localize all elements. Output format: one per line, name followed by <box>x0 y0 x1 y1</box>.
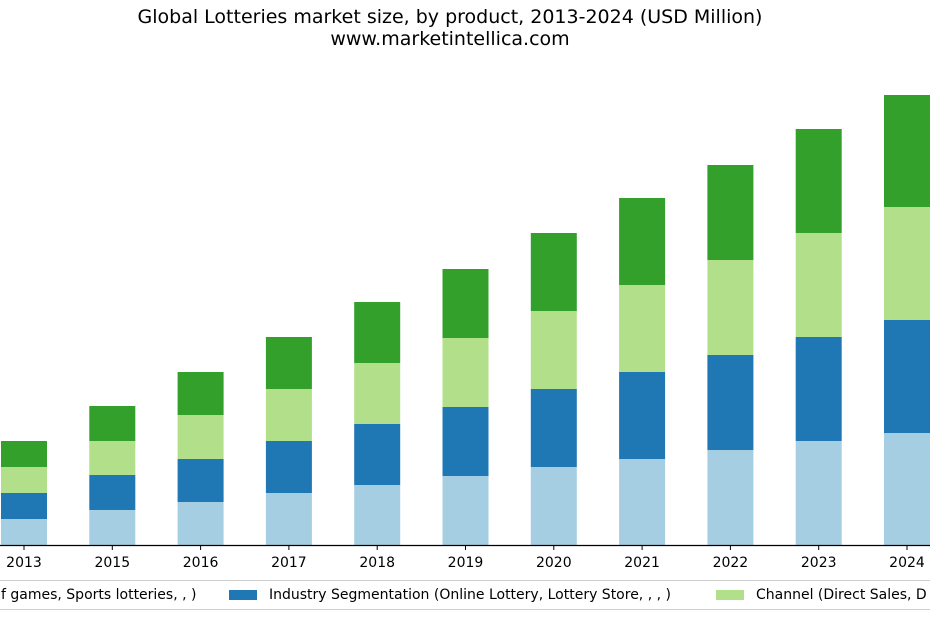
legend-label-channel: Channel (Direct Sales, D <box>756 587 927 603</box>
bar-segment-2016-s1 <box>177 459 224 502</box>
bar-segment-2021-s2 <box>619 285 666 372</box>
bar-segment-2020-s2 <box>530 311 577 389</box>
bar-segment-2017-s3 <box>265 337 312 389</box>
x-tick-label-2023: 2023 <box>801 555 837 571</box>
x-tick-label-2017: 2017 <box>271 555 307 571</box>
bar-segment-2020-s0 <box>530 467 577 545</box>
chart-subtitle: www.marketintellica.com <box>330 28 570 50</box>
bar-segment-2019-s3 <box>442 269 489 338</box>
bar-segment-2016-s3 <box>177 372 224 415</box>
chart-title: Global Lotteries market size, by product… <box>137 6 763 28</box>
bar-segment-2024-s1 <box>884 320 930 433</box>
bar-segment-2017-s2 <box>265 389 312 441</box>
x-tick-label-2018: 2018 <box>359 555 395 571</box>
bar-segment-2021-s0 <box>619 459 666 545</box>
bar-segment-2024-s0 <box>884 433 930 545</box>
x-tick-label-2024: 2024 <box>889 555 925 571</box>
bar-segment-2013-s1 <box>1 493 47 519</box>
legend: f games, Sports lotteries, , ) Industry … <box>0 580 930 610</box>
bar-segment-2019-s1 <box>442 407 489 476</box>
legend-item-industry: Industry Segmentation (Online Lottery, L… <box>229 587 671 603</box>
bar-segment-2018-s0 <box>354 485 401 545</box>
legend-label-industry: Industry Segmentation (Online Lottery, L… <box>269 587 671 603</box>
bar-segment-2023-s2 <box>795 233 842 337</box>
bar-segment-2016-s0 <box>177 502 224 545</box>
bar-segment-2018-s3 <box>354 302 401 363</box>
bar-segment-2013-s2 <box>1 467 47 493</box>
bar-segment-2015-s1 <box>89 475 136 510</box>
x-tick-label-2015: 2015 <box>94 555 130 571</box>
x-tick-label-2020: 2020 <box>536 555 572 571</box>
bar-segment-2024-s3 <box>884 95 930 207</box>
bar-segment-2024-s2 <box>884 207 930 320</box>
x-tick-label-2022: 2022 <box>713 555 749 571</box>
bar-segment-2017-s1 <box>265 441 312 493</box>
legend-item-type: f games, Sports lotteries, , ) <box>1 587 196 603</box>
legend-swatch-industry <box>229 590 257 600</box>
bar-segment-2013-s3 <box>1 441 47 467</box>
x-tick-label-2016: 2016 <box>183 555 219 571</box>
bar-segment-2022-s1 <box>707 355 754 450</box>
x-tick-label-2013: 2013 <box>6 555 42 571</box>
bar-segment-2018-s2 <box>354 363 401 424</box>
bar-segment-2022-s0 <box>707 450 754 545</box>
bar-segment-2019-s2 <box>442 338 489 407</box>
bar-segment-2015-s0 <box>89 510 136 545</box>
bar-segment-2018-s1 <box>354 424 401 485</box>
bar-segment-2021-s3 <box>619 198 666 285</box>
legend-item-channel: Channel (Direct Sales, D <box>716 587 927 603</box>
x-tick-label-2019: 2019 <box>448 555 484 571</box>
bar-segment-2015-s2 <box>89 441 136 475</box>
bar-segment-2022-s3 <box>707 165 754 260</box>
chart-title-block: Global Lotteries market size, by product… <box>0 6 900 50</box>
bar-segment-2017-s0 <box>265 493 312 545</box>
bar-segment-2019-s0 <box>442 476 489 545</box>
bar-segment-2023-s1 <box>795 337 842 441</box>
bar-segment-2021-s1 <box>619 372 666 459</box>
bar-segment-2020-s1 <box>530 389 577 467</box>
x-tick-label-2021: 2021 <box>624 555 660 571</box>
bar-segment-2020-s3 <box>530 233 577 311</box>
bar-segment-2022-s2 <box>707 260 754 355</box>
bar-segment-2016-s2 <box>177 415 224 459</box>
bar-segment-2023-s3 <box>795 129 842 233</box>
bar-segment-2015-s3 <box>89 406 136 441</box>
legend-label-type: f games, Sports lotteries, , ) <box>1 587 197 603</box>
bar-segment-2013-s0 <box>1 519 47 545</box>
bar-segment-2023-s0 <box>795 441 842 545</box>
legend-swatch-channel <box>716 590 744 600</box>
